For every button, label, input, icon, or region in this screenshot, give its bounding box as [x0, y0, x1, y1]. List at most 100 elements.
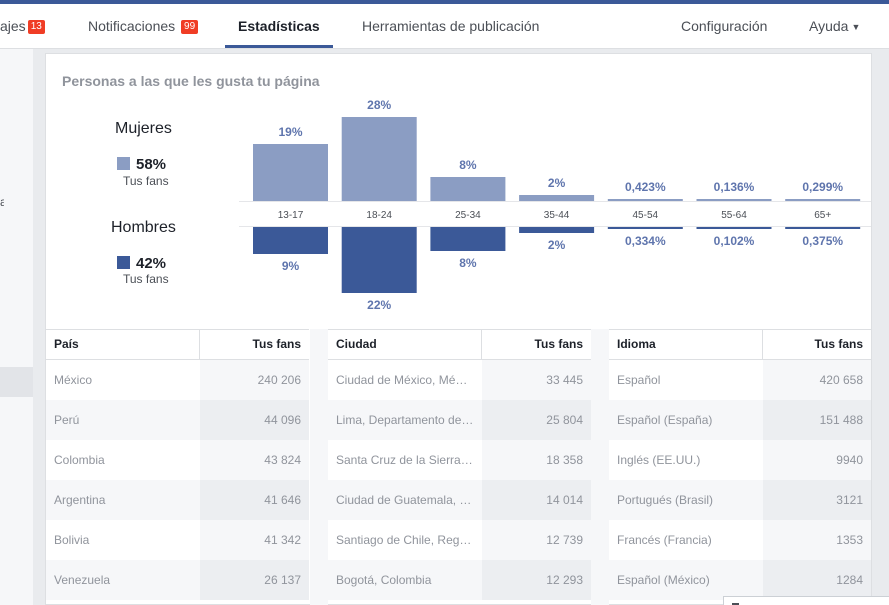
row-fans-value: 420 658: [763, 360, 871, 400]
column-header-name[interactable]: Idioma: [609, 330, 763, 359]
bar-men-25-34[interactable]: [430, 227, 506, 251]
row-fans-value: 1353: [763, 520, 871, 560]
men-pct-value: 42%: [136, 255, 167, 272]
row-fans-value: 9940: [763, 440, 871, 480]
data-label-women-45-54: 0,423%: [625, 180, 666, 194]
table-row: Argentina 41 646: [46, 480, 309, 520]
men-label: Hombres: [111, 219, 176, 236]
row-name: Perú: [54, 413, 80, 427]
row-name: Portugués (Brasil): [617, 493, 714, 507]
table-row: México 240 206: [46, 360, 309, 400]
bar-men-55-64[interactable]: [696, 227, 772, 229]
table-row: Lima, Departamento de… 25 804: [328, 400, 591, 440]
table-row: Ciudad de Guatemala, … 14 014: [328, 480, 591, 520]
bar-men-18-24[interactable]: [341, 227, 417, 293]
row-fans-value: 151 488: [763, 400, 871, 440]
bar-men-35-44[interactable]: [519, 227, 595, 233]
table-gutter: [591, 329, 609, 605]
row-name: Argentina: [54, 493, 106, 507]
bar-women-65+[interactable]: [785, 199, 861, 201]
column-header-name[interactable]: Ciudad: [328, 330, 482, 359]
city-table: Ciudad Tus fans Ciudad de México, Mé… 33 44…: [328, 329, 591, 600]
data-label-men-45-54: 0,334%: [625, 234, 666, 248]
row-name: México: [54, 373, 93, 387]
bar-women-35-44[interactable]: [519, 195, 595, 201]
women-pct-value: 58%: [136, 156, 167, 173]
nav-tab-publishing-tools[interactable]: Herramientas de publicación: [362, 18, 540, 34]
row-fans-value: 33 445: [482, 360, 591, 400]
bar-women-45-54[interactable]: [607, 199, 683, 201]
row-fans-value: 12 293: [482, 560, 591, 600]
nav-tab-notifications-label: Notificaciones: [88, 18, 176, 34]
row-fans-value: 41 342: [200, 520, 309, 560]
data-label-women-18-24: 28%: [367, 98, 391, 112]
nav-tab-help[interactable]: Ayuda ▼: [809, 8, 860, 48]
bar-women-55-64[interactable]: [696, 199, 772, 201]
bar-women-18-24[interactable]: [341, 117, 417, 201]
caret-down-icon: ▼: [851, 22, 861, 32]
row-fans-value: 3121: [763, 480, 871, 520]
bar-women-25-34[interactable]: [430, 177, 506, 201]
data-label-women-65+: 0,299%: [802, 180, 843, 194]
nav-tab-statistics[interactable]: Estadísticas: [225, 8, 333, 48]
column-header-fans[interactable]: Tus fans: [534, 337, 583, 351]
left-sidebar-selected-item[interactable]: [0, 367, 33, 397]
column-header-fans[interactable]: Tus fans: [814, 337, 863, 351]
nav-tab-help-label: Ayuda: [809, 18, 849, 34]
row-fans-value: 1284: [763, 560, 871, 600]
row-fans-value: 25 804: [482, 400, 591, 440]
nav-tab-messages-label: ajes: [0, 18, 26, 34]
bar-women-13-17[interactable]: [253, 144, 328, 201]
table-row: Español (España) 151 488: [609, 400, 871, 440]
data-label-men-55-64: 0,102%: [714, 234, 755, 248]
tick-label-13-17: 13-17: [278, 210, 304, 221]
row-fans-value: 240 206: [200, 360, 309, 400]
nav-tab-settings[interactable]: Configuración: [681, 18, 768, 34]
bottom-corner-widget[interactable]: [723, 596, 889, 605]
row-name: Ciudad de Guatemala, …: [336, 493, 472, 507]
row-fans-value: 43 824: [200, 440, 309, 480]
row-fans-value: 41 646: [200, 480, 309, 520]
row-fans-value: 14 014: [482, 480, 591, 520]
table-row: Venezuela 26 137: [46, 560, 309, 600]
data-label-women-35-44: 2%: [548, 176, 566, 190]
table-header: Ciudad Tus fans: [328, 329, 591, 360]
men-swatch: [117, 256, 130, 269]
row-name: Santa Cruz de la Sierra…: [336, 453, 473, 467]
data-label-men-35-44: 2%: [548, 238, 566, 252]
notifications-badge: 99: [181, 20, 199, 34]
bar-men-13-17[interactable]: [253, 227, 328, 254]
row-name: Español (México): [617, 573, 710, 587]
table-row: Español (México) 1284: [609, 560, 871, 600]
row-name: Santiago de Chile, Reg…: [336, 533, 472, 547]
row-fans-value: 44 096: [200, 400, 309, 440]
table-row: Francés (Francia) 1353: [609, 520, 871, 560]
table-row: Bolivia 41 342: [46, 520, 309, 560]
column-header-fans[interactable]: Tus fans: [252, 337, 301, 351]
nav-tab-messages[interactable]: ajes 13: [0, 8, 45, 48]
row-name: Venezuela: [54, 573, 111, 587]
column-header-name[interactable]: País: [46, 330, 200, 359]
data-label-women-25-34: 8%: [459, 158, 477, 172]
table-row: Santa Cruz de la Sierra… 18 358: [328, 440, 591, 480]
table-header: Idioma Tus fans: [609, 329, 871, 360]
table-header: País Tus fans: [46, 329, 309, 360]
row-name: Lima, Departamento de…: [336, 413, 474, 427]
tick-label-45-54: 45-54: [633, 210, 659, 221]
tick-label-18-24: 18-24: [366, 210, 392, 221]
data-label-men-25-34: 8%: [459, 256, 477, 270]
left-sidebar: [0, 49, 33, 605]
nav-tab-notifications[interactable]: Notificaciones 99: [88, 8, 199, 48]
women-percentage: 58%: [117, 156, 166, 173]
bar-men-65+[interactable]: [785, 227, 861, 229]
women-swatch: [117, 157, 130, 170]
table-row: Bogotá, Colombia 12 293: [328, 560, 591, 600]
table-row: Inglés (EE.UU.) 9940: [609, 440, 871, 480]
bar-men-45-54[interactable]: [607, 227, 683, 229]
row-name: Español: [617, 373, 661, 387]
data-label-men-65+: 0,375%: [802, 234, 843, 248]
left-sidebar-text-fragment: a: [0, 195, 4, 209]
table-row: Colombia 43 824: [46, 440, 309, 480]
age-gender-bar-chart: 13-17 19% 9% 18-24 28% 22% 25-34 8% 8% 35-44 2% 2% 4…: [239, 98, 871, 312]
data-label-men-18-24: 22%: [367, 298, 391, 312]
